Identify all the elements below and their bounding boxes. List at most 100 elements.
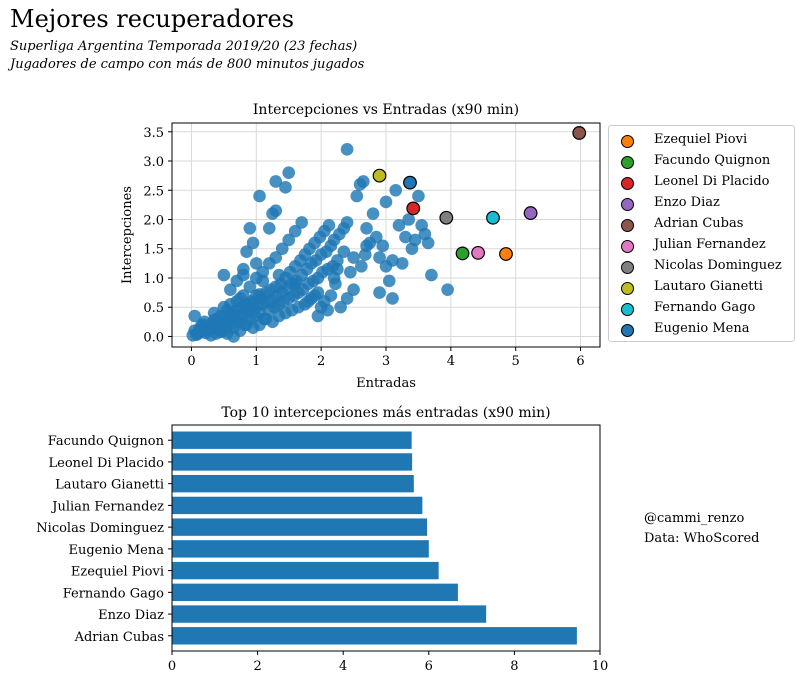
- scatter-point: [340, 143, 354, 156]
- scatter-point: [392, 219, 406, 232]
- legend-label: Adrian Cubas: [654, 216, 744, 231]
- legend-marker: [621, 240, 634, 253]
- scatter-title: Intercepciones vs Entradas (x90 min): [253, 102, 519, 118]
- bar: [172, 583, 458, 602]
- scatter-point: [360, 221, 373, 235]
- highlighted-player-point: [439, 210, 454, 225]
- scatter-point: [214, 325, 227, 339]
- scatter-plot-frame: [171, 122, 601, 348]
- bar: [172, 627, 577, 645]
- scatter-y-tick-label: 1.5: [143, 243, 164, 258]
- scatter-point: [395, 257, 409, 270]
- bar-x-tick-label: 8: [510, 659, 518, 674]
- scatter-point: [269, 251, 283, 264]
- scatter-point: [322, 219, 336, 232]
- highlighted-player-point: [372, 168, 387, 183]
- scatter-x-tick-label: 3: [382, 354, 390, 369]
- scatter-point: [324, 289, 338, 302]
- legend-item: Nicolas Dominguez: [609, 257, 794, 277]
- scatter-point: [288, 277, 302, 291]
- legend-item: Julian Fernandez: [609, 236, 794, 256]
- legend-item: Ezequiel Piovi: [609, 131, 794, 151]
- author-credit: @cammi_renzo: [644, 511, 745, 526]
- scatter-point: [227, 307, 240, 321]
- scatter-point: [360, 239, 373, 253]
- scatter-point: [441, 283, 454, 296]
- bar-x-tick-label: 2: [253, 659, 261, 674]
- subtitle-line-1: Superliga Argentina Temporada 2019/20 (2…: [10, 39, 358, 54]
- scatter-point: [350, 189, 364, 203]
- bar-category-label: Nicolas Dominguez: [36, 521, 164, 536]
- legend-item: Enzo Diaz: [609, 194, 794, 214]
- bar-x-tick-label: 10: [592, 659, 609, 674]
- legend-marker: [621, 282, 634, 295]
- legend-marker: [621, 156, 634, 169]
- bar-chart-title: Top 10 intercepciones más entradas (x90 …: [221, 405, 550, 421]
- scatter-point: [331, 254, 344, 267]
- bar: [172, 496, 423, 515]
- bar-category-label: Lautaro Gianetti: [55, 478, 164, 493]
- scatter-point: [408, 233, 422, 247]
- scatter-point: [347, 283, 360, 296]
- scatter-y-tick-label: 0.5: [143, 301, 164, 316]
- scatter-point: [327, 271, 341, 285]
- scatter-y-tick-label: 1.0: [143, 272, 164, 287]
- scatter-point: [288, 224, 302, 238]
- scatter-x-tick-label: 6: [576, 354, 584, 369]
- scatter-point: [421, 236, 435, 250]
- scatter-y-tick-label: 3.5: [143, 126, 164, 141]
- scatter-point: [373, 251, 386, 264]
- bar-category-label: Leonel Di Placido: [49, 456, 165, 471]
- scatter-point: [376, 239, 390, 253]
- highlighted-player-point: [403, 175, 417, 190]
- scatter-point: [230, 274, 244, 288]
- bar-category-label: Enzo Diaz: [98, 608, 164, 623]
- legend-label: Lautaro Gianetti: [654, 279, 763, 294]
- scatter-point: [340, 292, 354, 305]
- bar-category-label: Ezequiel Piovi: [71, 565, 164, 580]
- legend-item: Leonel Di Placido: [609, 173, 794, 193]
- data-source-credit: Data: WhoScored: [644, 531, 760, 546]
- bar: [172, 518, 428, 536]
- scatter-y-axis-label: Intercepciones: [120, 186, 135, 284]
- scatter-point: [373, 286, 386, 299]
- highlighted-player-point: [471, 245, 485, 260]
- legend-item: Adrian Cubas: [609, 215, 794, 235]
- scatter-point: [366, 207, 380, 220]
- scatter-point: [311, 286, 325, 299]
- scatter-point: [357, 175, 370, 188]
- bar-x-tick-label: 4: [339, 659, 347, 674]
- scatter-point: [269, 175, 283, 188]
- scatter-point: [399, 230, 412, 244]
- scatter-point: [282, 166, 296, 180]
- legend-label: Leonel Di Placido: [654, 174, 770, 189]
- scatter-point: [243, 280, 257, 294]
- scatter-point: [386, 292, 399, 305]
- scatter-point: [412, 189, 425, 203]
- legend-marker: [621, 135, 634, 148]
- scatter-point: [253, 189, 266, 203]
- scatter-point: [337, 245, 351, 258]
- scatter-point: [250, 257, 263, 270]
- scatter-point: [295, 216, 308, 229]
- legend-label: Enzo Diaz: [654, 195, 720, 210]
- scatter-point: [224, 283, 237, 296]
- scatter-point: [201, 323, 214, 336]
- legend-marker: [621, 219, 634, 232]
- scatter-y-tick-label: 2.5: [143, 184, 164, 199]
- bar: [172, 605, 487, 623]
- scatter-point: [321, 303, 334, 317]
- scatter-point: [256, 265, 270, 279]
- legend-label: Julian Fernandez: [654, 237, 766, 252]
- scatter-y-tick-label: 0.0: [143, 330, 164, 345]
- scatter-x-axis-label: Entradas: [356, 376, 416, 391]
- bar: [172, 431, 412, 449]
- scatter-point: [246, 236, 260, 250]
- scatter-point: [266, 207, 279, 220]
- scatter-point: [344, 265, 357, 279]
- legend-marker: [621, 198, 634, 211]
- bar-category-label: Fernando Gago: [63, 586, 164, 601]
- legend-marker: [621, 324, 634, 337]
- scatter-x-tick-label: 5: [512, 354, 520, 369]
